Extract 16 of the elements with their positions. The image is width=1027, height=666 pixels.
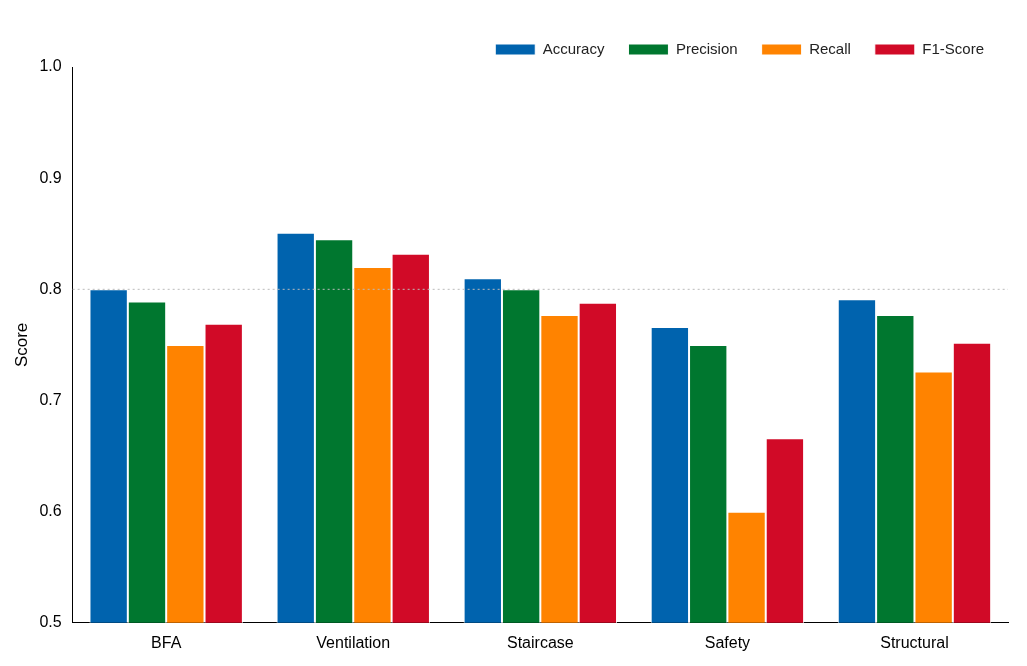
y-tick-label: 0.8 <box>39 279 62 297</box>
legend-label: Precision <box>675 39 738 57</box>
y-tick-label: 0.5 <box>39 613 62 631</box>
legend-label: Accuracy <box>542 39 605 57</box>
legend-label: Recall <box>809 39 851 57</box>
x-tick-label: Staircase <box>506 633 574 651</box>
x-tick-label: Structural <box>880 633 949 651</box>
legend-label: F1-Score <box>922 39 984 57</box>
y-tick-label: 1.0 <box>39 57 62 75</box>
x-tick-label: BFA <box>151 633 182 651</box>
y-tick-label: 0.6 <box>39 502 62 520</box>
y-tick-label: 0.9 <box>39 168 62 186</box>
y-tick-label: 0.7 <box>39 390 62 408</box>
y-axis-title: Score <box>11 322 31 368</box>
x-tick-label: Ventilation <box>316 633 391 651</box>
x-tick-label: Safety <box>704 633 751 651</box>
